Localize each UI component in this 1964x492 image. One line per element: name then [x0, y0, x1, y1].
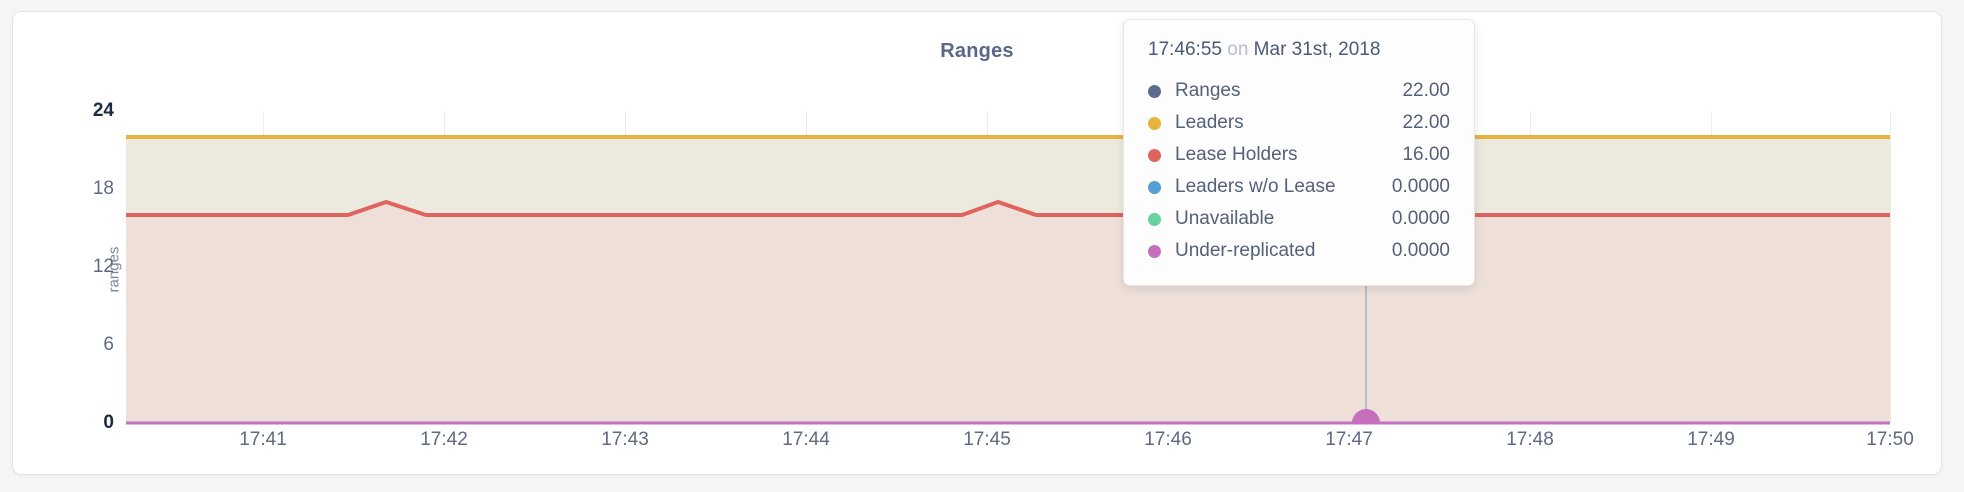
- x-tick-1745: 17:45: [963, 429, 1011, 450]
- x-tick-1743: 17:43: [601, 429, 649, 450]
- tooltip-row: Leaders 22.00: [1148, 107, 1450, 139]
- x-tick-1749: 17:49: [1687, 429, 1735, 450]
- hover-dot-under-replicated: [1352, 409, 1380, 423]
- tooltip-row: Lease Holders 16.00: [1148, 139, 1450, 171]
- series-swatch-lease-holders: [1148, 148, 1161, 162]
- series-label: Leaders w/o Lease: [1175, 176, 1336, 197]
- series-swatch-leaders: [1148, 116, 1161, 130]
- y-tick-0: 0: [103, 412, 114, 433]
- x-tick-1741: 17:41: [239, 429, 287, 450]
- x-tick-1742: 17:42: [420, 429, 468, 450]
- x-tick-1744: 17:44: [782, 429, 830, 450]
- hover-tooltip: 17:46:55 on Mar 31st, 2018 Ranges 22.00 …: [1123, 19, 1475, 286]
- chart-title: Ranges: [940, 40, 1014, 62]
- y-tick-12: 12: [92, 256, 114, 277]
- x-tick-1747: 17:47: [1325, 429, 1373, 450]
- series-label: Lease Holders: [1175, 144, 1298, 165]
- gridline-v: [1890, 111, 1891, 423]
- series-label: Leaders: [1175, 112, 1244, 133]
- tooltip-date: Mar 31st, 2018: [1253, 39, 1381, 60]
- series-label: Ranges: [1175, 80, 1241, 101]
- series-swatch-unavailable: [1148, 212, 1161, 226]
- tooltip-row: Unavailable 0.0000: [1148, 203, 1450, 235]
- plot-area[interactable]: ranges 24 18 12 6 0: [93, 87, 1914, 450]
- area-lease-holders: [126, 202, 1890, 423]
- series-value: 0.0000: [1391, 176, 1450, 197]
- line-lease-holders: [126, 199, 1890, 217]
- chart-card: Ranges ranges 24 18 12 6 0: [12, 11, 1942, 475]
- y-tick-24: 24: [92, 100, 114, 121]
- tooltip-on-word: on: [1227, 39, 1249, 60]
- series-value: 0.0000: [1391, 208, 1450, 229]
- series-value: 0.0000: [1391, 240, 1450, 261]
- tooltip-row: Ranges 22.00: [1148, 75, 1450, 107]
- series-swatch-ranges: [1148, 84, 1161, 98]
- series-value: 22.00: [1402, 112, 1450, 133]
- tooltip-header: 17:46:55 on Mar 31st, 2018: [1148, 39, 1450, 61]
- x-tick-1748: 17:48: [1506, 429, 1554, 450]
- series-value: 16.00: [1402, 144, 1450, 165]
- series-value: 22.00: [1402, 80, 1450, 101]
- tooltip-row: Under-replicated 0.0000: [1148, 235, 1450, 267]
- tooltip-time: 17:46:55: [1148, 39, 1222, 60]
- series-swatch-under-replicated: [1148, 244, 1161, 258]
- tooltip-row: Leaders w/o Lease 0.0000: [1148, 171, 1450, 203]
- y-tick-6: 6: [103, 334, 114, 355]
- x-tick-1746: 17:46: [1144, 429, 1192, 450]
- series-paths: [126, 135, 1890, 425]
- series-label: Under-replicated: [1175, 240, 1316, 261]
- x-tick-1750: 17:50: [1866, 429, 1914, 450]
- series-label: Unavailable: [1175, 208, 1275, 229]
- y-tick-18: 18: [92, 178, 114, 199]
- series-swatch-leaders-wo-lease: [1148, 180, 1161, 194]
